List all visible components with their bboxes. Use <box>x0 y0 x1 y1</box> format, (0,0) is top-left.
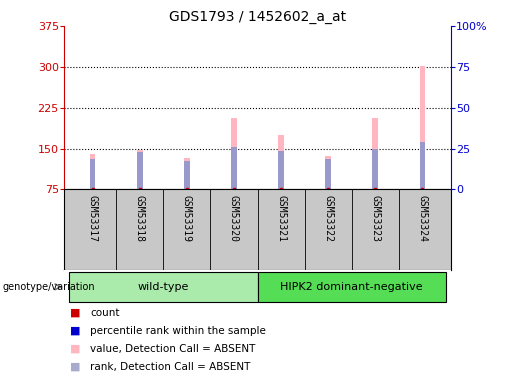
Bar <box>137 152 143 189</box>
Bar <box>325 159 331 189</box>
Text: HIPK2 dominant-negative: HIPK2 dominant-negative <box>280 282 423 292</box>
Text: GSM53320: GSM53320 <box>229 195 239 242</box>
Bar <box>278 151 284 189</box>
Text: GSM53324: GSM53324 <box>417 195 427 242</box>
Text: value, Detection Call = ABSENT: value, Detection Call = ABSENT <box>90 344 255 354</box>
Bar <box>184 160 190 189</box>
Bar <box>372 148 378 189</box>
Bar <box>258 272 446 302</box>
Bar <box>231 147 237 189</box>
Text: GSM53322: GSM53322 <box>323 195 333 242</box>
Text: ■: ■ <box>70 362 80 372</box>
Text: GSM53323: GSM53323 <box>370 195 380 242</box>
Bar <box>325 156 331 189</box>
Bar <box>420 66 425 189</box>
Text: GSM53318: GSM53318 <box>135 195 145 242</box>
Text: GSM53317: GSM53317 <box>88 195 98 242</box>
Text: genotype/variation: genotype/variation <box>3 282 95 292</box>
Bar <box>69 272 258 302</box>
Text: ■: ■ <box>70 326 80 336</box>
Bar <box>420 141 425 189</box>
Bar <box>90 154 95 189</box>
Bar <box>231 118 237 189</box>
Text: rank, Detection Call = ABSENT: rank, Detection Call = ABSENT <box>90 362 250 372</box>
Text: percentile rank within the sample: percentile rank within the sample <box>90 326 266 336</box>
Bar <box>90 159 95 189</box>
Text: ■: ■ <box>70 344 80 354</box>
Bar <box>278 135 284 189</box>
Text: GSM53319: GSM53319 <box>182 195 192 242</box>
Bar <box>137 150 143 189</box>
Text: wild-type: wild-type <box>138 282 189 292</box>
Bar <box>372 118 378 189</box>
Title: GDS1793 / 1452602_a_at: GDS1793 / 1452602_a_at <box>169 10 346 24</box>
Text: ■: ■ <box>70 308 80 318</box>
Bar <box>184 158 190 189</box>
Text: count: count <box>90 308 119 318</box>
Text: GSM53321: GSM53321 <box>276 195 286 242</box>
